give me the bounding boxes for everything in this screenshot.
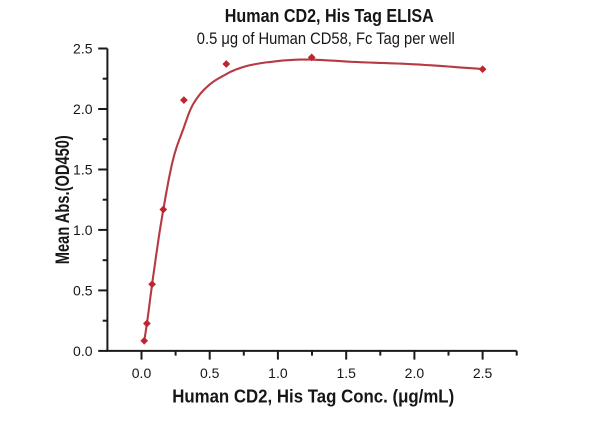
svg-text:1.5: 1.5 [336, 365, 356, 381]
svg-text:1.5: 1.5 [73, 162, 93, 178]
svg-text:0.0: 0.0 [132, 365, 152, 381]
svg-text:1.0: 1.0 [73, 222, 93, 238]
svg-text:Mean Abs.(OD450): Mean Abs.(OD450) [53, 135, 74, 264]
svg-text:2.0: 2.0 [405, 365, 425, 381]
svg-text:2.5: 2.5 [73, 41, 93, 57]
svg-text:0.0: 0.0 [73, 343, 93, 359]
svg-text:2.0: 2.0 [73, 101, 93, 117]
svg-text:Human CD2, His Tag ELISA: Human CD2, His Tag ELISA [225, 5, 434, 26]
svg-text:Human CD2, His Tag Conc. (μg/m: Human CD2, His Tag Conc. (μg/mL) [172, 387, 454, 407]
svg-text:2.5: 2.5 [473, 365, 493, 381]
svg-text:0.5: 0.5 [200, 365, 220, 381]
svg-text:1.0: 1.0 [268, 365, 288, 381]
svg-text:0.5 μg of Human CD58, Fc Tag p: 0.5 μg of Human CD58, Fc Tag per well [197, 29, 455, 48]
svg-text:0.5: 0.5 [73, 283, 93, 299]
